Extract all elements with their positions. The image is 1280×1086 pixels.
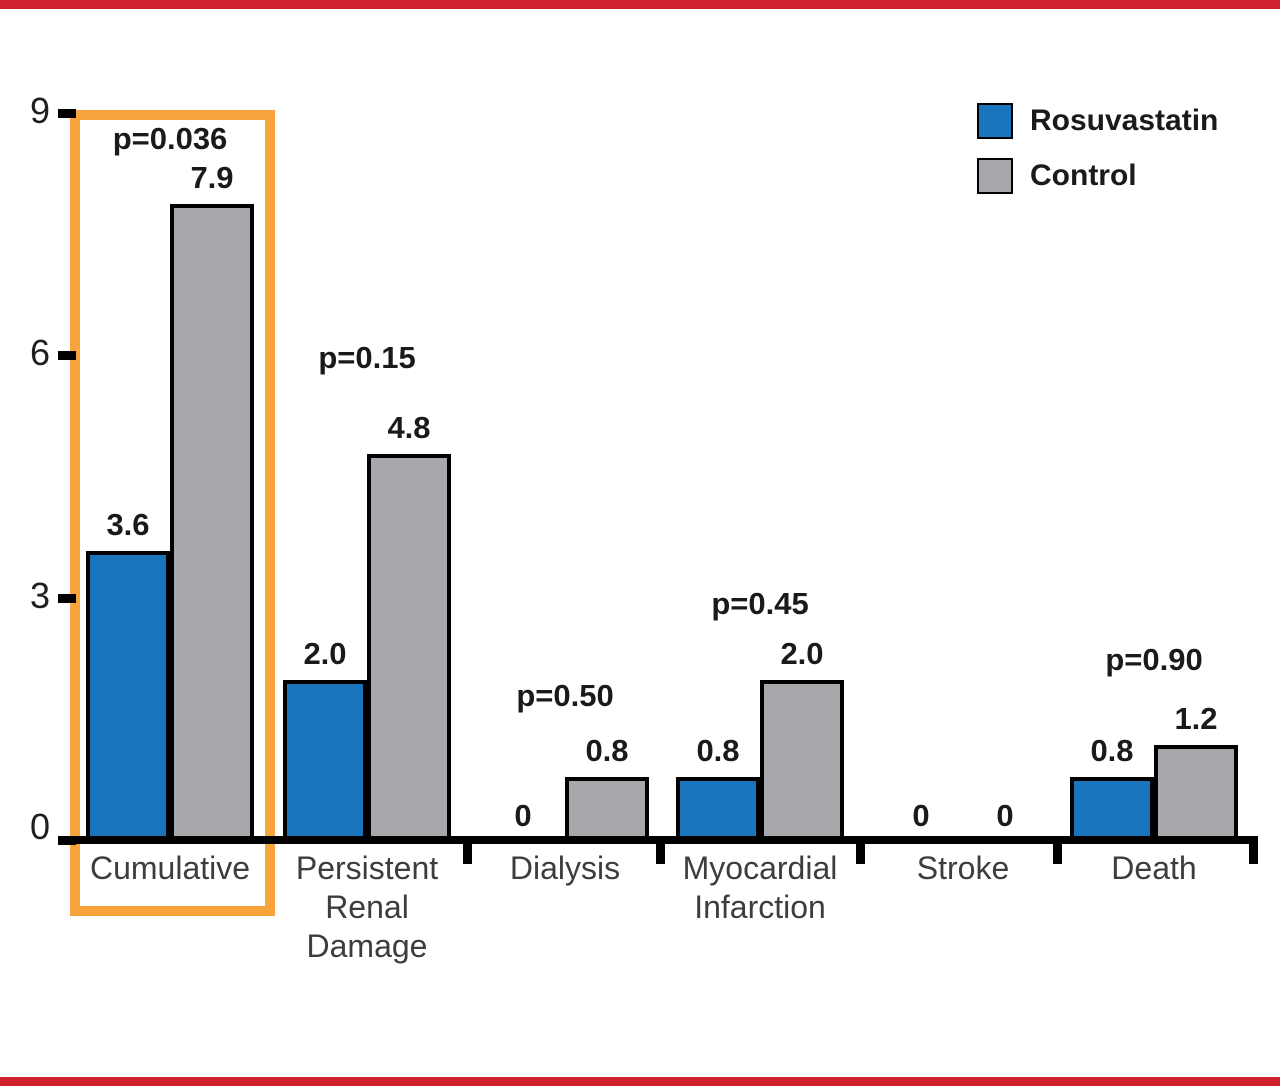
legend-swatch-control <box>977 158 1013 194</box>
p-value-label: p=0.90 <box>1105 642 1203 677</box>
y-tick <box>58 836 76 845</box>
y-tick-label: 3 <box>29 575 50 616</box>
p-value-label: p=0.036 <box>112 121 228 156</box>
value-label: 4.8 <box>387 410 431 445</box>
value-label: 3.6 <box>106 507 150 542</box>
value-label: 2.0 <box>780 636 824 671</box>
top-accent-bar <box>0 0 1280 9</box>
y-tick <box>58 351 76 360</box>
category-label-line: Myocardial <box>682 850 838 886</box>
bar-control <box>1154 745 1238 842</box>
category-label-line: Persistent <box>295 850 439 886</box>
y-tick-label: 6 <box>29 332 50 373</box>
x-tick <box>656 842 665 864</box>
p-value-label: p=0.50 <box>516 678 614 713</box>
legend-swatch-rosuvastatin <box>977 103 1013 139</box>
legend-label-rosuvastatin: Rosuvastatin <box>1030 104 1219 137</box>
value-label: 0.8 <box>585 733 629 768</box>
legend: Rosuvastatin Control <box>977 102 1218 212</box>
value-label: 7.9 <box>190 160 234 195</box>
value-label: 0.8 <box>1090 733 1134 768</box>
category-label-line: Stroke <box>916 850 1010 886</box>
x-tick <box>856 842 865 864</box>
category-label: Stroke <box>803 849 1123 888</box>
bar-rosuvastatin <box>1070 777 1154 842</box>
category-label: Dialysis <box>405 849 725 888</box>
bar-control <box>170 204 254 842</box>
p-value-label: p=0.45 <box>711 586 809 621</box>
value-label: 0 <box>912 798 930 833</box>
legend-item-control: Control <box>977 157 1218 195</box>
category-label-line: Renal <box>325 889 409 925</box>
bar-rosuvastatin <box>676 777 760 842</box>
x-tick <box>1249 842 1258 864</box>
category-label-line: Damage <box>306 928 428 964</box>
bar-control <box>367 454 451 842</box>
category-label: Myocardial Infarction <box>600 849 920 927</box>
y-tick-label: 9 <box>29 90 50 131</box>
category-label-line: Infarction <box>694 889 826 925</box>
category-label-line: Dialysis <box>509 850 621 886</box>
y-tick <box>58 109 76 118</box>
category-label-line: Death <box>1111 850 1197 886</box>
highlight-box-cumulative <box>70 110 275 916</box>
p-value-label: p=0.15 <box>318 340 416 375</box>
x-axis <box>58 836 1258 844</box>
category-label: Cumulative <box>10 849 330 888</box>
legend-label-control: Control <box>1030 159 1137 192</box>
x-tick <box>463 842 472 864</box>
legend-item-rosuvastatin: Rosuvastatin <box>977 102 1218 140</box>
y-tick-label: 0 <box>29 806 50 847</box>
value-label: 0.8 <box>696 733 740 768</box>
value-label: 2.0 <box>303 636 347 671</box>
category-label: Persistent Renal Damage <box>207 849 527 966</box>
value-label: 1.2 <box>1174 701 1218 736</box>
category-label-line: Cumulative <box>89 850 251 886</box>
bottom-accent-bar <box>0 1077 1280 1086</box>
bar-rosuvastatin <box>283 680 367 842</box>
y-tick <box>58 594 76 603</box>
category-label: Death <box>994 849 1280 888</box>
value-label: 0 <box>514 798 532 833</box>
bar-rosuvastatin <box>86 551 170 842</box>
x-tick <box>1053 842 1062 864</box>
value-label: 0 <box>996 798 1014 833</box>
